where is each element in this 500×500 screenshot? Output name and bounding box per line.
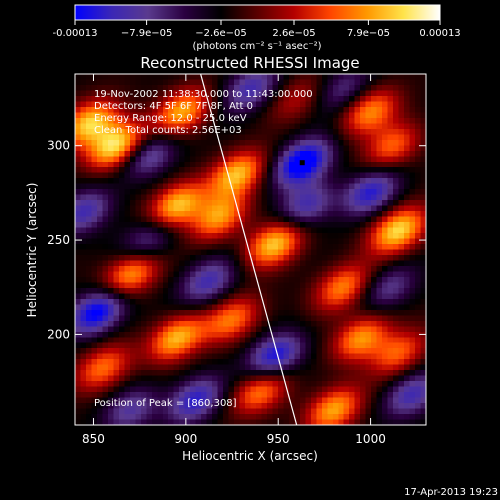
colorbar-tick-label: 2.6e−05 [272, 28, 315, 39]
y-tick-label: 200 [47, 327, 70, 341]
heatmap-image [75, 74, 426, 425]
colorbar-tick-label: 7.9e−05 [347, 28, 390, 39]
peak-position-label: Position of Peak = [860,308] [94, 398, 237, 409]
plot-frame [74, 73, 427, 426]
colorbar [74, 4, 441, 21]
colorbar-tick-label: −7.9e−05 [121, 28, 173, 39]
chart-title: Reconstructed RHESSI Image [140, 54, 359, 72]
x-tick-label: 900 [174, 432, 197, 446]
x-tick-label: 950 [267, 432, 290, 446]
x-tick-label: 850 [82, 432, 105, 446]
x-tick-label: 1000 [355, 432, 386, 446]
annotation-block: 19-Nov-2002 11:38:30.000 to 11:43:00.000… [94, 89, 313, 136]
y-axis-label: Heliocentric Y (arcsec) [25, 183, 39, 318]
colorbar-tick-label: 0.00013 [419, 28, 460, 39]
y-tick-label: 250 [47, 233, 70, 247]
annotation-line: Energy Range: 12.0 - 25.0 keV [94, 113, 247, 124]
annotation-line: 19-Nov-2002 11:38:30.000 to 11:43:00.000 [94, 89, 313, 100]
peak-marker [299, 160, 305, 166]
colorbar-tick-label: -0.00013 [53, 28, 98, 39]
colorbar-tick-label: −2.6e−05 [195, 28, 247, 39]
x-axis-label: Heliocentric X (arcsec) [182, 449, 318, 463]
footer-date: 17-Apr-2013 19:23 [404, 487, 498, 498]
plot-area [75, 74, 426, 425]
x-axis-ticks: 850 900 950 1000 [82, 74, 386, 446]
y-tick-label: 300 [47, 139, 70, 153]
annotation-line: Clean Total counts: 2.56E+03 [94, 125, 242, 136]
colorbar-unit-label: (photons cm⁻² s⁻¹ asec⁻²) [192, 41, 321, 52]
colorbar-ticks: -0.00013 −7.9e−05 −2.6e−05 2.6e−05 7.9e−05 0.… [53, 20, 461, 39]
annotation-line: Detectors: 4F 5F 6F 7F 8F, Att 0 [94, 101, 253, 112]
y-axis-ticks: 200 250 300 [47, 139, 426, 341]
solar-limb-line [200, 74, 298, 425]
